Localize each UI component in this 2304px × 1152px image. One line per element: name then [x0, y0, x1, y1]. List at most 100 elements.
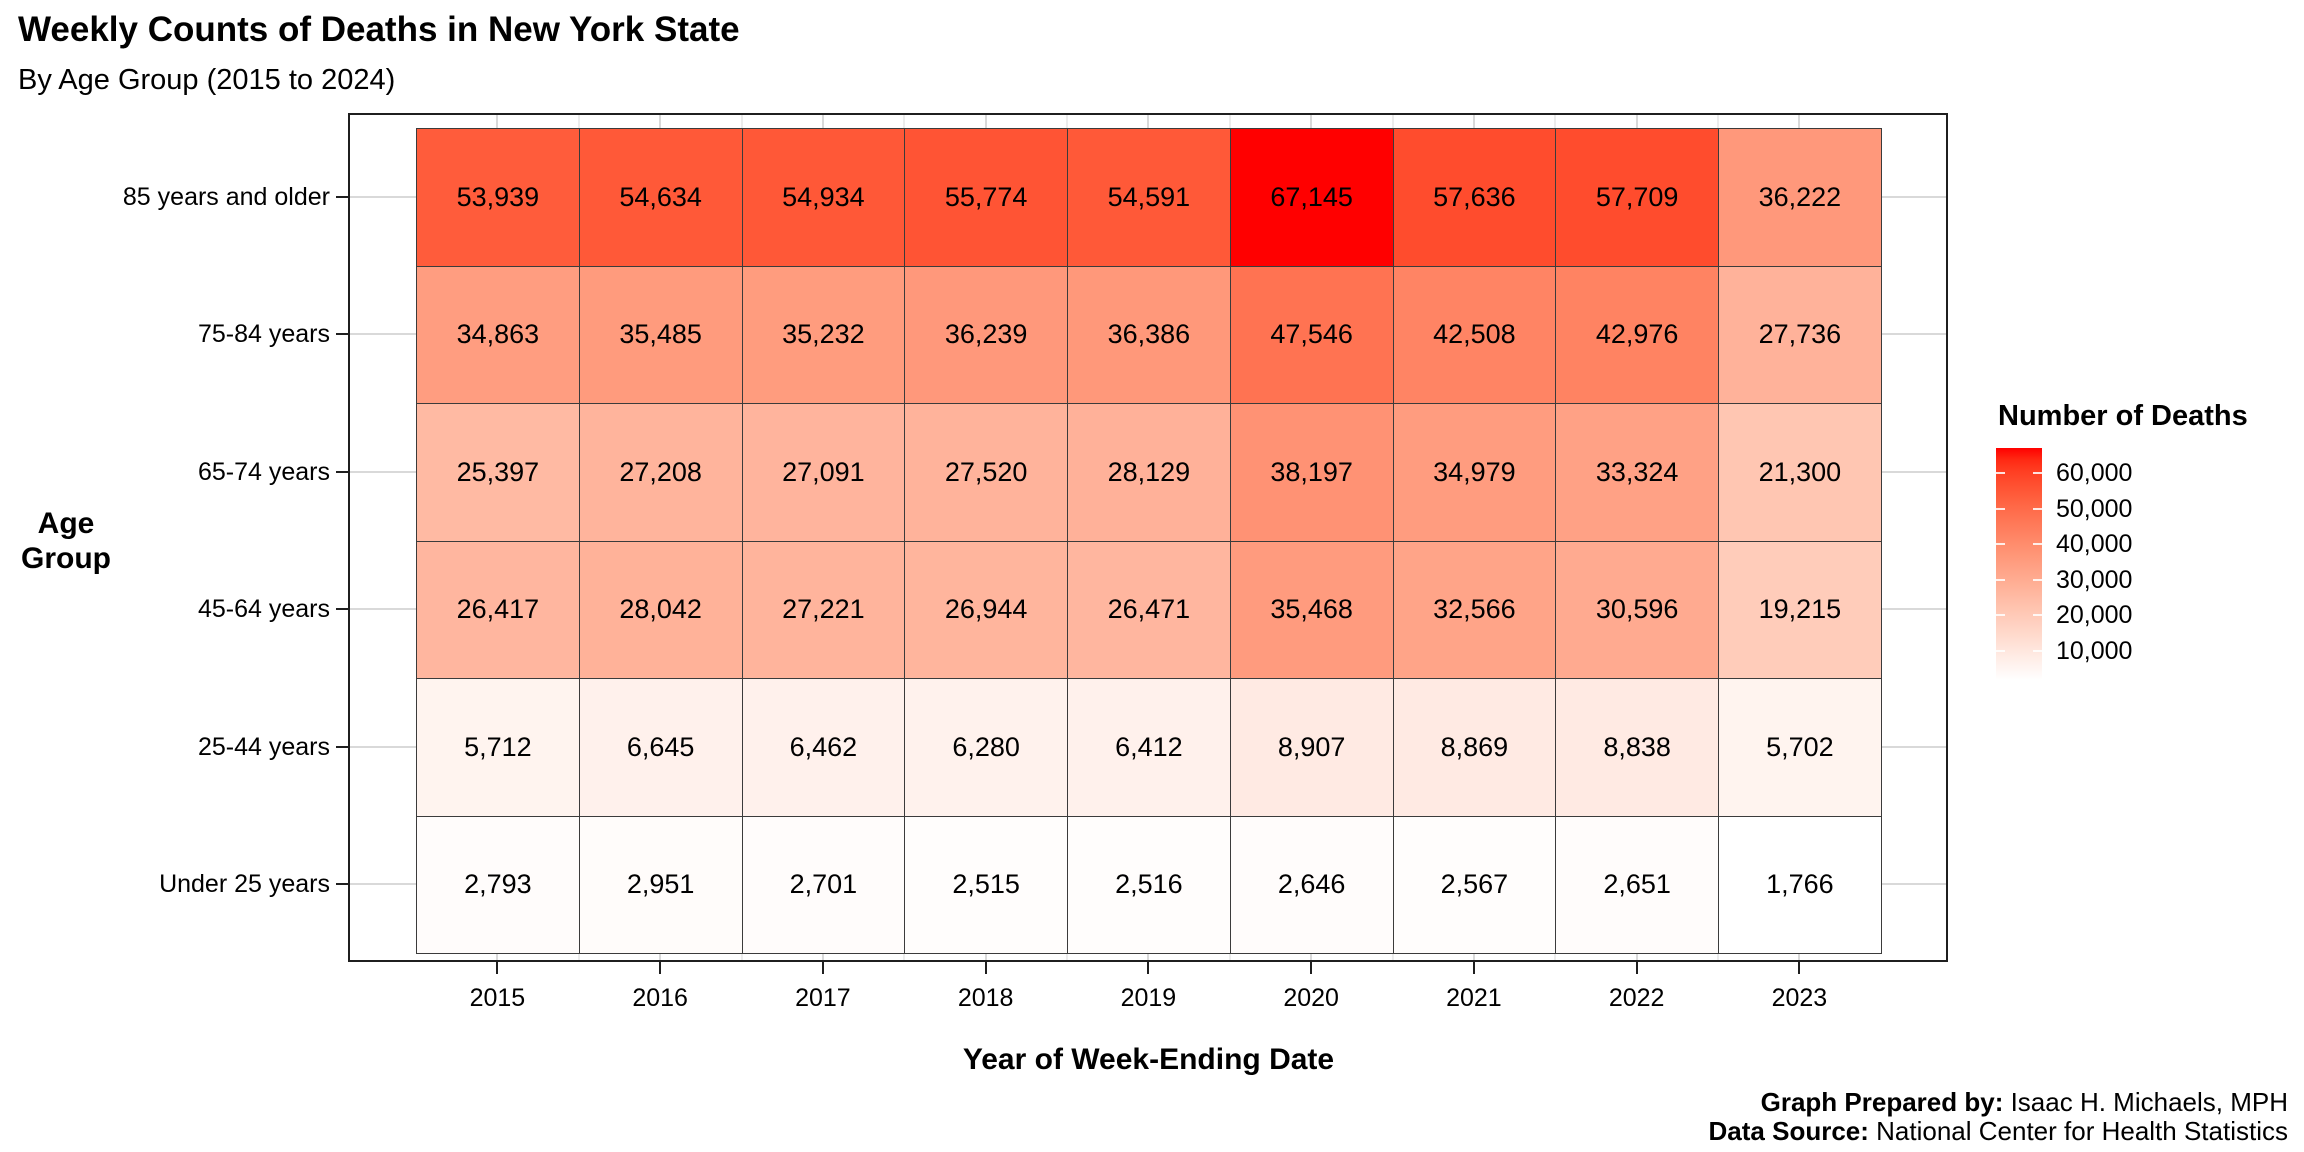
- x-axis-tick: [821, 962, 824, 974]
- heatmap-panel: 53,939 54,634 54,934 55,774 54,591 67,145 57,6…: [348, 113, 1948, 962]
- heatmap-cell: 27,520: [904, 403, 1068, 542]
- heatmap-cell: 2,651: [1555, 815, 1719, 954]
- x-axis-title: Year of Week-Ending Date: [962, 1043, 1335, 1076]
- cell-value-label: 67,145: [1270, 181, 1353, 212]
- cell-value-label: 57,636: [1433, 181, 1516, 212]
- cell-value-label: 27,736: [1758, 319, 1842, 350]
- heatmap-cell: 1,766: [1718, 815, 1882, 954]
- heatmap-cell: 53,939: [416, 128, 580, 267]
- legend-gradient-bar: [1996, 448, 2042, 680]
- x-axis-tick: [496, 962, 499, 974]
- y-axis-tick-label: 25-44 years: [197, 732, 330, 761]
- heatmap-cell: 25,397: [416, 403, 580, 542]
- cell-value-label: 2,567: [1440, 869, 1509, 900]
- cell-value-label: 38,197: [1270, 456, 1353, 487]
- cell-value-label: 26,417: [456, 594, 540, 625]
- heatmap-cell: 5,702: [1718, 678, 1882, 817]
- y-axis-tick: [336, 333, 348, 336]
- heatmap-cell: 42,508: [1392, 265, 1557, 404]
- heatmap-cell: 34,863: [416, 265, 580, 404]
- heatmap-cell: 28,042: [578, 540, 743, 679]
- cell-value-label: 6,462: [789, 731, 858, 762]
- heatmap-cell: 19,215: [1718, 540, 1882, 679]
- legend-tick-mark: [1996, 472, 2005, 475]
- cell-value-label: 8,907: [1277, 731, 1346, 762]
- cell-value-label: 19,215: [1758, 594, 1842, 625]
- cell-value-label: 55,774: [944, 181, 1028, 212]
- caption-prepared-by-label: Graph Prepared by:: [1760, 1087, 2004, 1117]
- heatmap-cell: 2,701: [741, 815, 906, 954]
- cell-value-label: 28,042: [619, 594, 702, 625]
- x-axis-tick-label: 2017: [795, 984, 851, 1012]
- heatmap-cell: 54,634: [578, 128, 743, 267]
- legend-tick-mark: [2033, 472, 2042, 475]
- x-axis-tick-label: 2018: [957, 984, 1014, 1012]
- cell-value-label: 32,566: [1433, 594, 1516, 625]
- heatmap-cell: 26,471: [1067, 540, 1231, 679]
- cell-value-label: 54,591: [1107, 181, 1191, 212]
- heatmap-cell: 27,091: [741, 403, 906, 542]
- x-axis-tick-label: 2021: [1446, 984, 1502, 1012]
- legend-tick-mark: [2033, 578, 2042, 581]
- y-axis-tick-label: 75-84 years: [197, 320, 330, 349]
- caption-data-source: Data Source: National Center for Health …: [1709, 1117, 2288, 1146]
- cell-value-label: 21,300: [1758, 456, 1842, 487]
- chart-subtitle: By Age Group (2015 to 2024): [18, 64, 396, 96]
- y-axis-tick-label: 65-74 years: [197, 457, 330, 486]
- x-axis-tick-label: 2022: [1608, 984, 1665, 1012]
- x-axis-tick-label: 2020: [1283, 984, 1339, 1012]
- caption-data-source-value: National Center for Health Statistics: [1868, 1116, 2288, 1146]
- legend-tick-mark: [2033, 543, 2042, 546]
- heatmap-cell: 27,221: [741, 540, 906, 679]
- cell-value-label: 1,766: [1766, 869, 1834, 900]
- x-axis-tick: [1472, 962, 1475, 974]
- heatmap-cell: 28,129: [1067, 403, 1231, 542]
- cell-value-label: 27,091: [782, 456, 865, 487]
- heatmap-cell: 6,412: [1067, 678, 1231, 817]
- cell-value-label: 35,468: [1270, 594, 1353, 625]
- x-axis-tick: [1147, 962, 1150, 974]
- cell-value-label: 34,863: [456, 319, 540, 350]
- heatmap-cell: 2,515: [904, 815, 1068, 954]
- cell-value-label: 2,651: [1603, 869, 1671, 900]
- cell-value-label: 25,397: [456, 456, 540, 487]
- heatmap-cell: 8,838: [1555, 678, 1719, 817]
- heatmap-cell: 36,239: [904, 265, 1068, 404]
- chart-title: Weekly Counts of Deaths in New York Stat…: [18, 10, 740, 49]
- legend-tick-label: 60,000: [2056, 459, 2133, 488]
- legend-tick-label: 30,000: [2056, 565, 2133, 594]
- x-axis-tick: [1798, 962, 1801, 974]
- heatmap-cell: 57,636: [1392, 128, 1557, 267]
- heatmap-cell: 42,976: [1555, 265, 1719, 404]
- y-axis-tick: [336, 883, 348, 886]
- heatmap-cell: 2,646: [1229, 815, 1394, 954]
- legend-title: Number of Deaths: [1998, 400, 2248, 432]
- legend-tick-mark: [2033, 507, 2042, 510]
- cell-value-label: 35,232: [782, 319, 865, 350]
- legend-tick-mark: [1996, 543, 2005, 546]
- cell-value-label: 54,634: [619, 181, 702, 212]
- heatmap-cell: 26,417: [416, 540, 580, 679]
- heatmap-cell: 54,934: [741, 128, 906, 267]
- y-axis-tick: [336, 608, 348, 611]
- cell-value-label: 8,869: [1440, 731, 1509, 762]
- x-axis-tick: [659, 962, 662, 974]
- caption-data-source-label: Data Source:: [1708, 1116, 1869, 1146]
- cell-value-label: 27,520: [944, 456, 1028, 487]
- cell-value-label: 30,596: [1595, 594, 1679, 625]
- heatmap-cell: 35,468: [1229, 540, 1394, 679]
- x-axis-tick-label: 2015: [469, 984, 526, 1012]
- heatmap-cell: 5,712: [416, 678, 580, 817]
- cell-value-label: 42,508: [1433, 319, 1516, 350]
- legend-tick-mark: [2033, 649, 2042, 652]
- cell-value-label: 36,386: [1107, 319, 1191, 350]
- cell-value-label: 42,976: [1595, 319, 1679, 350]
- heatmap-cell: 27,736: [1718, 265, 1882, 404]
- cell-value-label: 2,646: [1277, 869, 1346, 900]
- cell-value-label: 28,129: [1107, 456, 1191, 487]
- cell-value-label: 6,645: [626, 731, 695, 762]
- x-axis-tick-label: 2019: [1120, 984, 1177, 1012]
- y-axis-tick: [336, 745, 348, 748]
- y-axis-title: Age Group: [21, 507, 111, 575]
